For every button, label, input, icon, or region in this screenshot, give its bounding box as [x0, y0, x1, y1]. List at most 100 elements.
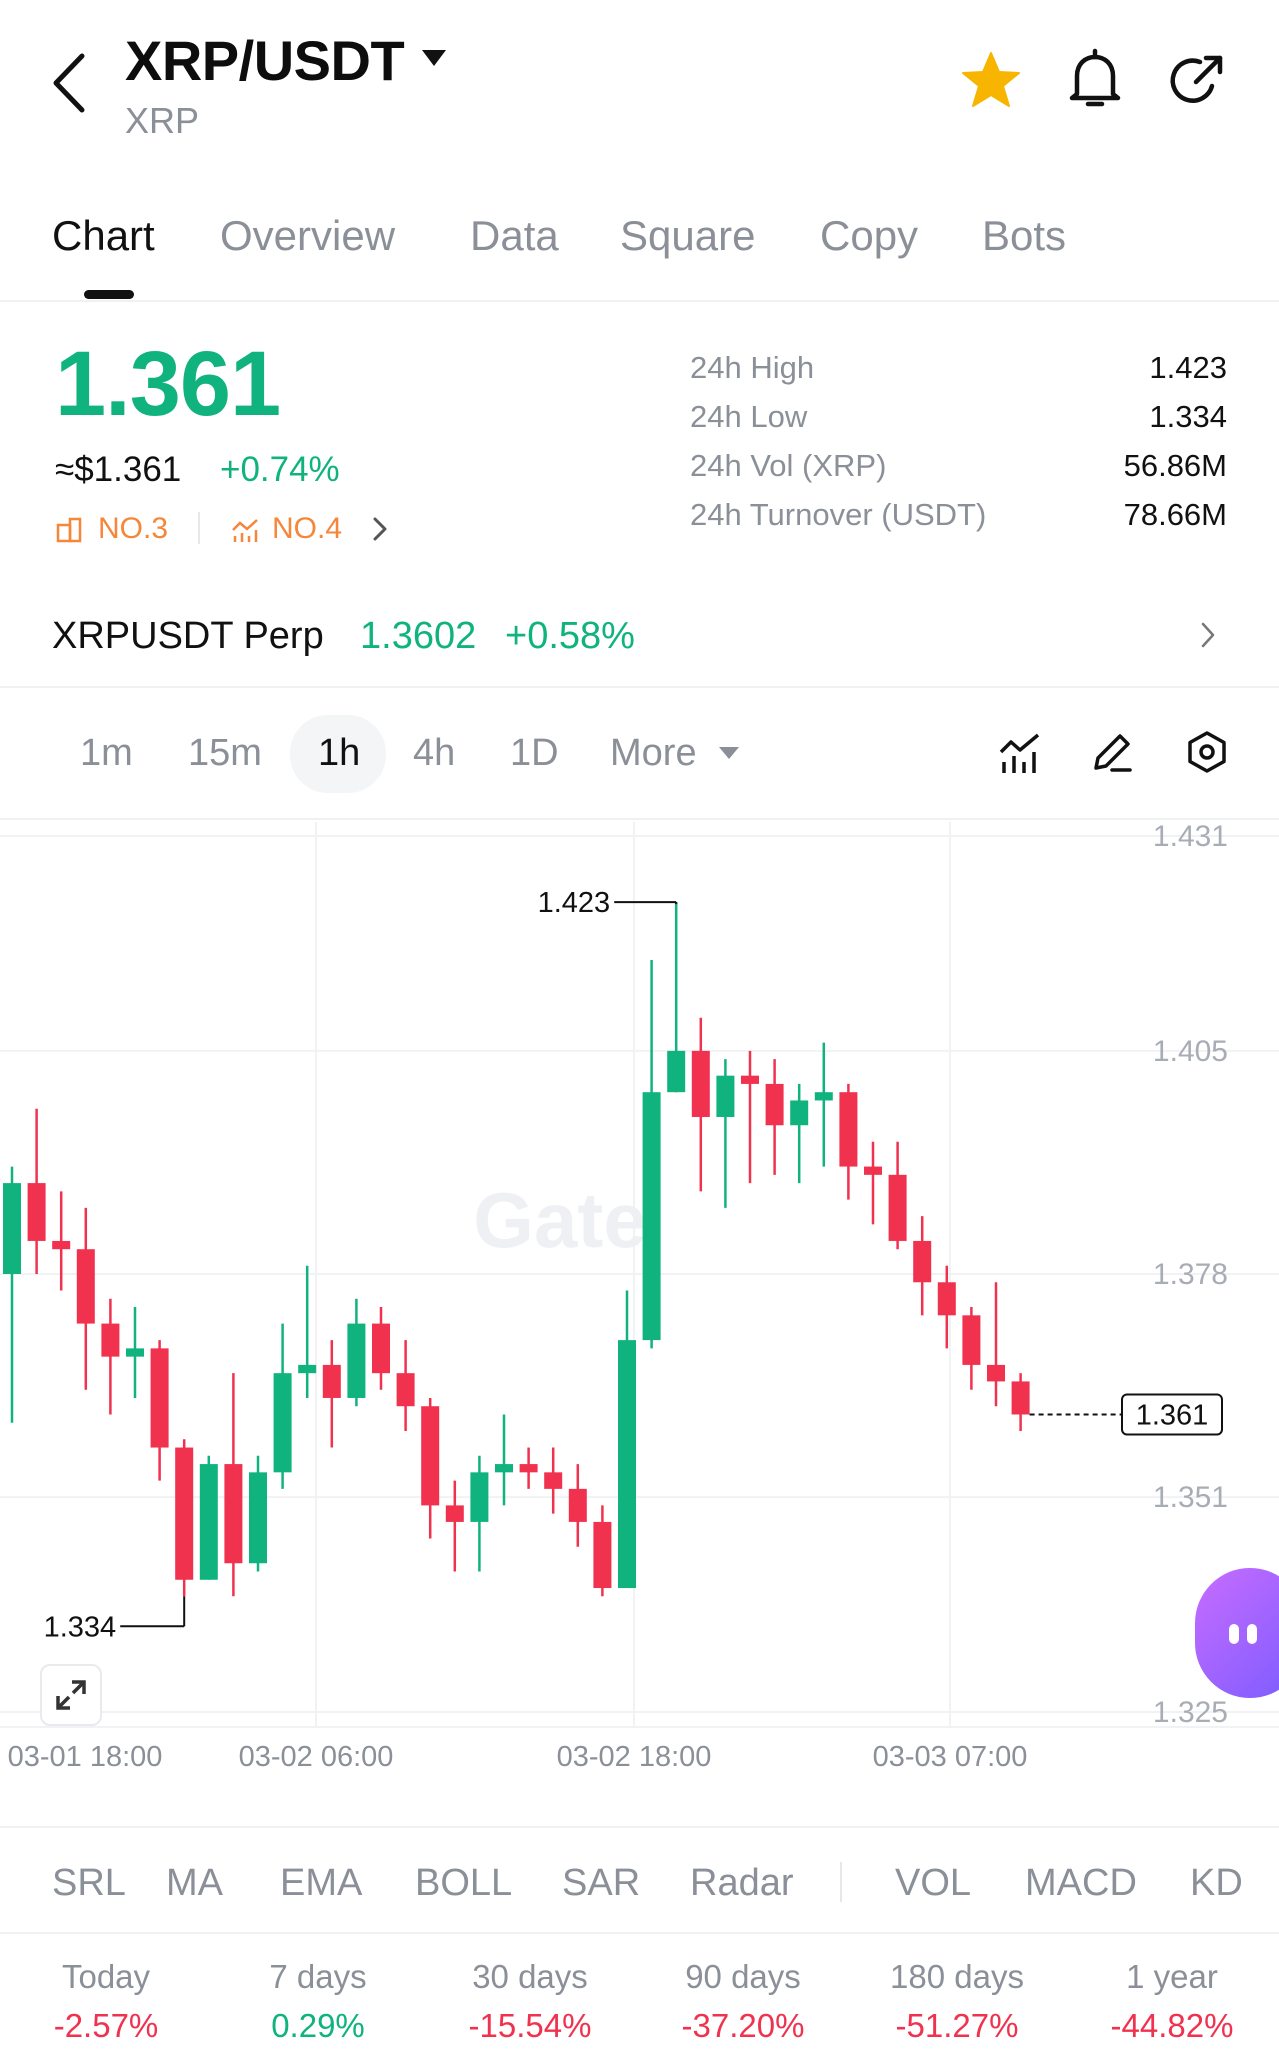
- interval-more[interactable]: More: [610, 732, 697, 774]
- share-icon[interactable]: [1168, 50, 1228, 110]
- candle-body: [396, 1373, 415, 1407]
- candle-body: [765, 1083, 784, 1126]
- perf-value-1y: -44.82%: [1110, 2007, 1234, 2044]
- candle-body: [52, 1240, 71, 1250]
- interval-1h[interactable]: 1h: [318, 732, 361, 774]
- interval-4h[interactable]: 4h: [413, 732, 456, 774]
- pair-title[interactable]: XRP/USDT: [125, 29, 405, 92]
- candle-body: [126, 1348, 144, 1357]
- interval-1d[interactable]: 1D: [510, 732, 559, 774]
- more-dropdown-icon[interactable]: [718, 745, 740, 761]
- stat-value-turnover: 78.66M: [1123, 497, 1227, 532]
- candle-body: [273, 1373, 292, 1473]
- candle-body: [347, 1323, 366, 1398]
- draw-pen-icon[interactable]: [1090, 730, 1134, 774]
- candle-body: [568, 1488, 587, 1522]
- candle-body: [445, 1505, 464, 1522]
- rank-badge-1[interactable]: NO.3: [98, 512, 169, 545]
- indicator-boll[interactable]: BOLL: [415, 1862, 513, 1904]
- x-axis: 03-01 18:00 03-02 06:00 03-02 18:00 03-03 0…: [8, 1741, 1028, 1773]
- stat-label-low: 24h Low: [690, 399, 808, 434]
- candle-body: [470, 1472, 489, 1522]
- perf-value-90d: -37.20%: [681, 2007, 805, 2044]
- candle-body: [249, 1472, 267, 1564]
- perf-value-180d: -51.27%: [895, 2007, 1019, 2044]
- settings-gear-icon[interactable]: [1185, 730, 1229, 774]
- indicator-icon[interactable]: [998, 732, 1042, 776]
- candle-body: [372, 1323, 390, 1374]
- candle-body: [741, 1075, 759, 1084]
- perf-label-1y: 1 year: [1126, 1958, 1218, 1995]
- tab-copy[interactable]: Copy: [820, 212, 919, 259]
- candle-body: [298, 1364, 317, 1374]
- indicator-macd[interactable]: MACD: [1025, 1862, 1137, 1904]
- stat-value-high: 1.423: [1149, 350, 1227, 385]
- indicator-sar[interactable]: SAR: [562, 1862, 641, 1904]
- tab-bots[interactable]: Bots: [982, 212, 1067, 259]
- interval-15m[interactable]: 15m: [188, 732, 262, 774]
- indicator-radar[interactable]: Radar: [690, 1862, 794, 1904]
- low-price-label: 1.334: [44, 1611, 117, 1643]
- chevron-right-icon[interactable]: [370, 514, 390, 544]
- indicator-ma[interactable]: MA: [166, 1862, 223, 1904]
- favorite-star-icon[interactable]: [960, 50, 1022, 110]
- x-tick-label: 03-02 18:00: [557, 1741, 712, 1773]
- candle-body: [150, 1348, 169, 1448]
- candle-body: [962, 1315, 981, 1365]
- tab-overview[interactable]: Overview: [220, 212, 396, 259]
- stat-label-vol: 24h Vol (XRP): [690, 448, 887, 483]
- divider: [0, 1826, 1279, 1828]
- indicator-kd[interactable]: KD: [1190, 1862, 1243, 1904]
- chart-grid: [0, 822, 1279, 1728]
- candle-body: [864, 1166, 882, 1175]
- annotations: 1.423 1.334 1.361: [44, 887, 1223, 1643]
- perf-label-30d: 30 days: [472, 1958, 588, 1995]
- indicator-srl[interactable]: SRL: [52, 1862, 126, 1904]
- perp-change: +0.58%: [505, 615, 635, 657]
- candle-body: [593, 1521, 612, 1589]
- candle-body: [716, 1075, 735, 1117]
- candle-body: [76, 1249, 95, 1324]
- active-interval-highlight: [290, 715, 386, 793]
- candle-body: [667, 1050, 686, 1093]
- price-chart[interactable]: Gate 1.431 1.405 1.378 1.351 1.325 03-01 18:…: [0, 822, 1279, 1782]
- y-tick-label: 1.378: [1153, 1258, 1228, 1291]
- candle-body: [224, 1464, 243, 1564]
- chevron-right-icon[interactable]: [1198, 618, 1218, 652]
- pair-dropdown-icon[interactable]: [420, 48, 448, 68]
- interval-1m[interactable]: 1m: [80, 732, 133, 774]
- rank-badge-2[interactable]: NO.4: [272, 512, 343, 545]
- y-tick-label: 1.431: [1153, 822, 1228, 853]
- x-tick-label: 03-01 18:00: [8, 1741, 163, 1773]
- alert-bell-icon[interactable]: [1065, 48, 1125, 112]
- back-arrow-icon[interactable]: [40, 48, 100, 118]
- tab-chart[interactable]: Chart: [52, 212, 155, 259]
- indicator-vol[interactable]: VOL: [895, 1862, 972, 1904]
- x-tick-label: 03-02 06:00: [239, 1741, 394, 1773]
- stat-label-high: 24h High: [690, 350, 815, 385]
- stat-label-turnover: 24h Turnover (USDT): [690, 497, 987, 532]
- candle-body: [888, 1174, 907, 1241]
- candle-body: [642, 1092, 661, 1341]
- perf-value-7d: 0.29%: [271, 2007, 365, 2044]
- active-tab-indicator: [84, 290, 134, 299]
- assistant-bubble-button[interactable]: [1195, 1568, 1279, 1698]
- perf-value-today: -2.57%: [53, 2007, 159, 2044]
- tab-square[interactable]: Square: [620, 212, 756, 259]
- price-change: +0.74%: [220, 450, 340, 489]
- trend-rank-icon: [232, 519, 258, 542]
- y-tick-label: 1.325: [1153, 1696, 1228, 1729]
- divider: [0, 686, 1279, 688]
- stat-value-vol: 56.86M: [1123, 448, 1227, 483]
- candle-body: [175, 1447, 194, 1580]
- tab-data[interactable]: Data: [470, 212, 559, 259]
- divider: [840, 1862, 842, 1902]
- perf-label-today: Today: [61, 1958, 151, 1995]
- candles: [3, 902, 1030, 1597]
- indicator-ema[interactable]: EMA: [280, 1862, 363, 1904]
- divider: [0, 818, 1279, 820]
- candle-body: [544, 1472, 563, 1489]
- watermark: Gate: [473, 1176, 646, 1264]
- fullscreen-button[interactable]: [40, 1664, 102, 1726]
- perp-name[interactable]: XRPUSDT Perp: [52, 615, 324, 657]
